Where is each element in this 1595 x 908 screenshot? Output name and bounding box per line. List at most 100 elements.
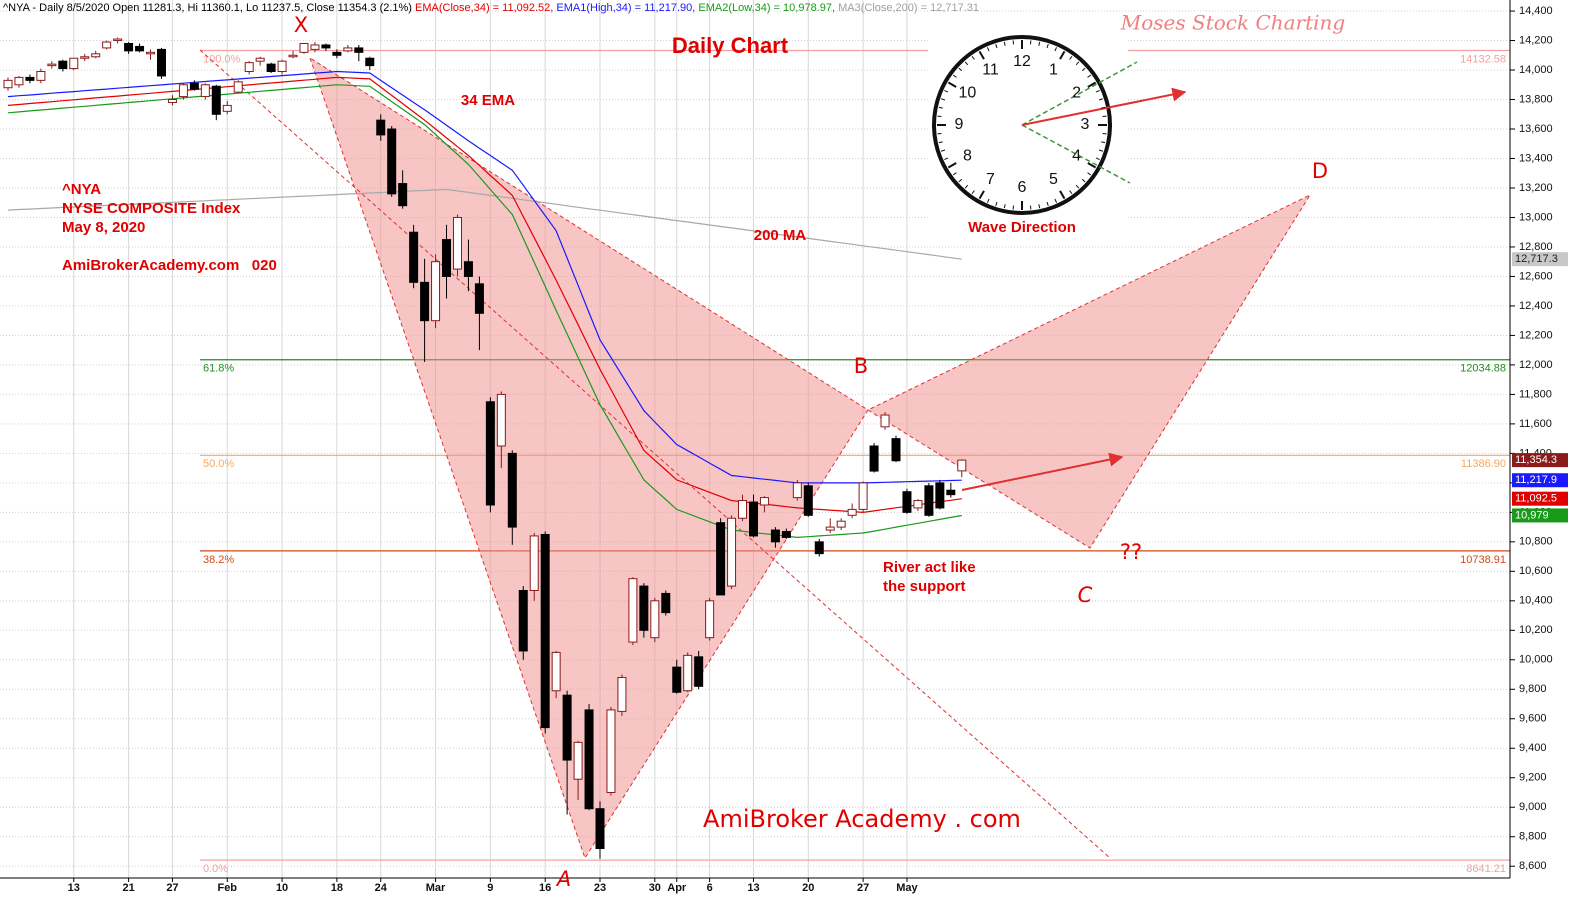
last-value-badge	[1512, 508, 1568, 523]
clock-tick	[938, 141, 943, 144]
candle-body	[222, 104, 232, 112]
point-label: C	[1078, 583, 1093, 607]
clock-tick	[1098, 98, 1103, 101]
axes-layer: 8,600 8,800 9,000 9,200 9,400 9,600 9,800 10,00…	[0, 0, 1568, 894]
candle-body	[836, 520, 846, 528]
ticker: ^NYA	[62, 181, 101, 198]
candle-body	[310, 44, 320, 50]
y-tick-label: 11,600	[1519, 418, 1552, 430]
candle-body	[540, 533, 550, 729]
y-tick-label: 9,400	[1519, 742, 1547, 754]
clock-tick	[1081, 67, 1086, 72]
clock-tick	[952, 172, 957, 176]
candle-body	[146, 51, 156, 55]
clock-tick	[958, 178, 963, 183]
marks-layer	[3, 37, 967, 859]
candle-body	[518, 589, 528, 652]
last-value-label: 10,979	[1515, 509, 1549, 521]
clock-tick	[941, 149, 946, 152]
x-tick-label: 10	[276, 882, 288, 894]
clock-tick	[1059, 190, 1066, 200]
clock-tick	[1087, 162, 1097, 169]
candle-body	[102, 41, 112, 49]
candle-body	[672, 666, 682, 693]
x-tick-label: 21	[122, 882, 134, 894]
candle-body	[376, 119, 386, 136]
clock-tick	[1069, 190, 1073, 195]
candle-body	[902, 491, 912, 513]
candle-body	[113, 38, 123, 42]
header-part: ^NYA - Daily 8/5/2020 Open 11281.3, Hi 1…	[3, 2, 415, 14]
y-tick-label: 13,200	[1519, 182, 1553, 194]
point-label: D	[1312, 159, 1328, 183]
last-value-badge	[1512, 491, 1568, 506]
candle-body	[69, 57, 79, 70]
y-tick-label: 8,800	[1519, 831, 1547, 843]
x-tick-label: 18	[331, 882, 343, 894]
candle-body	[91, 53, 101, 58]
y-tick-label: 9,000	[1519, 801, 1547, 813]
site-label: AmiBrokerAcademy.com 020	[62, 257, 277, 274]
clock-tick	[986, 47, 990, 52]
clock-tick	[947, 162, 957, 169]
index-name: NYSE COMPOSITE Index	[62, 200, 241, 217]
candle-body	[420, 281, 430, 322]
y-tick-label: 10,000	[1519, 654, 1553, 666]
indicator-line	[7, 84, 962, 539]
last-value-badge	[1512, 473, 1568, 488]
candle-body	[562, 694, 572, 761]
y-tick-label: 13,800	[1519, 93, 1553, 105]
river-note: River act like	[883, 559, 976, 576]
candle-body	[211, 85, 221, 115]
candle-body	[770, 529, 780, 543]
candle-body	[431, 261, 441, 322]
candle-body	[255, 57, 265, 62]
x-tick-label: 27	[857, 882, 869, 894]
fib-pct: 50.0%	[203, 458, 234, 470]
direction-arrow	[961, 452, 1124, 491]
candle-body	[409, 231, 419, 283]
clock-arrow	[1021, 87, 1187, 126]
clock-number: 8	[963, 148, 972, 165]
fib-value: 12034.88	[1460, 363, 1506, 375]
candle-body	[485, 401, 495, 506]
fib-pct: 100.0%	[203, 53, 241, 65]
point-label: X	[294, 13, 308, 37]
bcd-triangle	[866, 193, 1312, 549]
y-tick-label: 9,600	[1519, 713, 1547, 725]
y-tick-label: 12,400	[1519, 300, 1553, 312]
clock-caption: Wave Direction	[968, 219, 1076, 236]
clock-tick	[1038, 204, 1041, 209]
fib-pct: 38.2%	[203, 554, 234, 566]
y-tick-label: 11,800	[1519, 388, 1552, 400]
candle-body	[924, 485, 934, 516]
candle-body	[957, 459, 967, 472]
clock-tick	[947, 81, 957, 88]
candle-body	[858, 482, 868, 510]
candle-body	[628, 578, 638, 643]
clock-number: 4	[1072, 148, 1081, 165]
candle-body	[529, 535, 539, 591]
indicator-line	[7, 188, 962, 260]
candle-body	[847, 508, 857, 516]
candle-body	[748, 501, 758, 537]
clock-tick	[995, 44, 998, 49]
y-tick-label: 12,800	[1519, 241, 1553, 253]
x-tick-label: 16	[539, 882, 551, 894]
clock-tick	[1059, 50, 1066, 60]
candle-body	[244, 62, 254, 73]
clock-tick	[978, 190, 985, 200]
x-tick-label: 13	[68, 882, 80, 894]
clock-tick	[944, 89, 949, 93]
x-tick-label: 6	[707, 882, 713, 894]
x-tick-label: 20	[802, 882, 814, 894]
candle-body	[167, 99, 177, 103]
last-value-label: 11,092.5	[1515, 493, 1557, 505]
candle-body	[321, 44, 331, 49]
candle-body	[716, 522, 726, 596]
candle-body	[573, 741, 583, 780]
x-tick-label: 27	[166, 882, 178, 894]
